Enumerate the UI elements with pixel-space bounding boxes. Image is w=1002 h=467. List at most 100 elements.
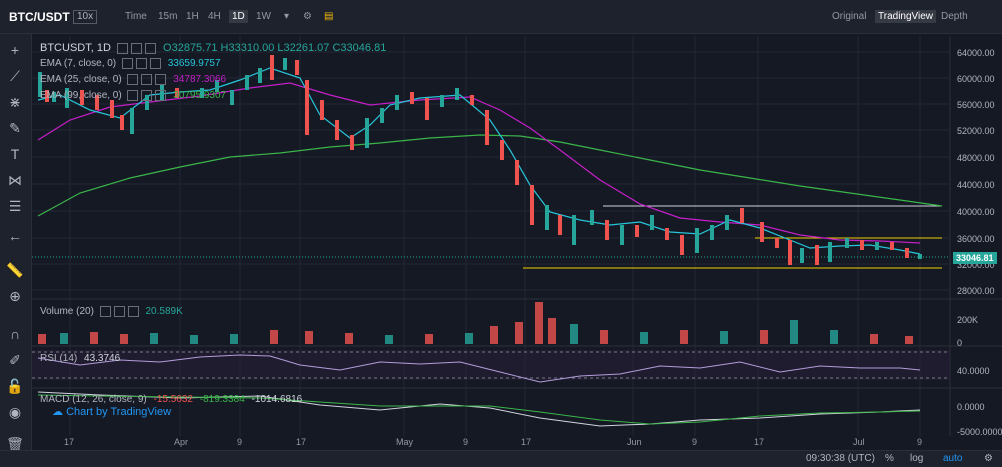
interval-1h[interactable]: 1H xyxy=(186,11,199,22)
zoom-icon[interactable]: ⊕ xyxy=(9,288,21,304)
eye-icon[interactable] xyxy=(116,42,128,54)
rsi-tick: 40.0000 xyxy=(957,366,990,376)
date-tick: 17 xyxy=(64,437,75,447)
price-tick: 32000.00 xyxy=(957,260,995,270)
settings-icon[interactable] xyxy=(113,306,125,317)
macd-label: MACD (12, 26, close, 9) xyxy=(40,394,147,405)
current-price-tag: 33046.81 xyxy=(953,252,997,264)
ohlc-close: C33046.81 xyxy=(332,42,387,54)
interval-time[interactable]: Time xyxy=(125,11,147,22)
date-tick: Jun xyxy=(627,437,642,447)
gear-icon[interactable]: ⚙ xyxy=(984,453,993,464)
ema25-value: 34787.3066 xyxy=(173,74,227,86)
macd-tick: 0.0000 xyxy=(957,402,985,412)
ohlc-legend: BTCUSDT, 1D O32875.71 H33310.00 L32261.0… xyxy=(40,42,386,54)
close-icon[interactable] xyxy=(144,42,156,54)
macd-value-3: -1014.6816 xyxy=(251,394,303,405)
ema99-legend: EMA (99, close, 0) 30795.9307 xyxy=(40,90,226,101)
text-icon[interactable]: T xyxy=(10,146,20,162)
drawing-toolbar: + ⟋ ⋇ ✎ T ⋈ ☰ ← 📏 ⊕ ∩ ✐ 🔓 ◉ 🗑 xyxy=(0,34,32,466)
price-tick: 56000.00 xyxy=(957,100,995,110)
magnet-icon[interactable]: ∩ xyxy=(9,326,21,342)
chart-title: BTCUSDT, 1D xyxy=(40,42,111,54)
settings-icon[interactable] xyxy=(130,42,142,54)
price-tick: 36000.00 xyxy=(957,234,995,244)
macd-legend: MACD (12, 26, close, 9) -15.5632 -819.33… xyxy=(40,394,302,405)
rsi-line xyxy=(37,354,921,383)
close-icon[interactable] xyxy=(149,58,161,69)
close-icon[interactable] xyxy=(155,90,167,101)
rsi-label: RSI (14) xyxy=(40,353,78,364)
interval-15m[interactable]: 15m xyxy=(158,11,178,22)
eye-icon[interactable] xyxy=(121,58,133,69)
ohlc-high: H33310.00 xyxy=(220,42,275,54)
pitchfork-icon[interactable]: ⋇ xyxy=(9,94,21,110)
lock-icon[interactable]: 🔓 xyxy=(6,378,24,394)
settings-icon[interactable] xyxy=(141,74,153,85)
eye-icon[interactable] xyxy=(99,306,111,317)
date-tick: Apr xyxy=(174,437,189,447)
volume-label: Volume (20) xyxy=(40,306,94,318)
rsi-value: 43.3746 xyxy=(84,353,121,364)
price-tick: 52000.00 xyxy=(957,126,995,136)
fib-icon[interactable]: ☰ xyxy=(8,198,22,214)
volume-value: 20.589K xyxy=(145,306,183,318)
ema99-label: EMA (99, close, 0) xyxy=(40,90,122,102)
indicators-icon[interactable]: ▤ xyxy=(324,11,334,22)
ema25-label: EMA (25, close, 0) xyxy=(40,74,122,86)
close-icon[interactable] xyxy=(155,74,167,85)
ema7-label: EMA (7, close, 0) xyxy=(40,58,117,70)
close-icon[interactable] xyxy=(127,306,139,317)
price-tick: 64000.00 xyxy=(957,48,995,58)
tradingview-branding[interactable]: ☁ Chart by TradingView xyxy=(52,405,171,418)
view-tradingview[interactable]: TradingView xyxy=(875,10,937,23)
ema7-line xyxy=(37,67,921,255)
ema25-line xyxy=(37,82,921,244)
price-tick: 44000.00 xyxy=(957,180,995,190)
ema7-legend: EMA (7, close, 0) 33659.9757 xyxy=(40,58,221,69)
crosshair-icon[interactable]: + xyxy=(10,42,20,58)
auto-toggle[interactable]: auto xyxy=(943,453,963,464)
settings-icon[interactable] xyxy=(135,58,147,69)
percent-toggle[interactable]: % xyxy=(885,453,894,464)
log-toggle[interactable]: log xyxy=(910,453,924,464)
date-tick: 17 xyxy=(754,437,765,447)
ruler-icon[interactable]: 📏 xyxy=(6,262,24,278)
interval-1d[interactable]: 1D xyxy=(229,10,248,23)
ema99-line xyxy=(37,134,943,217)
date-tick: 9 xyxy=(692,437,698,447)
eye-icon[interactable] xyxy=(127,74,139,85)
cloud-icon: ☁ xyxy=(52,406,63,418)
back-arrow-icon[interactable]: ← xyxy=(8,228,22,244)
settings-icon[interactable] xyxy=(141,90,153,101)
branding-text: Chart by TradingView xyxy=(66,406,172,418)
view-original[interactable]: Original xyxy=(832,11,867,22)
candles xyxy=(38,55,922,265)
brush-icon[interactable]: ✎ xyxy=(9,120,21,136)
settings-icon[interactable]: ⚙ xyxy=(303,11,312,22)
price-tick: 60000.00 xyxy=(957,74,995,84)
interval-4h[interactable]: 4H xyxy=(208,11,221,22)
view-depth[interactable]: Depth xyxy=(941,11,968,22)
interval-1w[interactable]: 1W xyxy=(256,11,271,22)
date-tick: 17 xyxy=(296,437,307,447)
eye-icon[interactable] xyxy=(127,90,139,101)
chevron-down-icon[interactable]: ▾ xyxy=(284,11,290,22)
bottom-bar: 09:30:38 (UTC) % log auto ⚙ xyxy=(0,450,1002,467)
utc-clock: 09:30:38 (UTC) xyxy=(806,453,875,464)
volume-tick: 0 xyxy=(957,338,963,348)
price-tick: 48000.00 xyxy=(957,153,995,163)
price-tick: 28000.00 xyxy=(957,286,995,296)
symbol-title[interactable]: BTC/USDT xyxy=(9,10,70,24)
ema25-legend: EMA (25, close, 0) 34787.3066 xyxy=(40,74,226,85)
draw-mode-icon[interactable]: ✐ xyxy=(9,352,21,368)
volume-bars xyxy=(38,302,913,344)
macd-signal xyxy=(37,394,921,425)
macd-value-2: -819.3384 xyxy=(199,394,245,405)
pattern-icon[interactable]: ⋈ xyxy=(8,172,22,188)
trash-icon[interactable]: 🗑 xyxy=(6,436,24,452)
ohlc-open: O32875.71 xyxy=(163,42,218,54)
eye-icon[interactable]: ◉ xyxy=(8,404,22,420)
trendline-icon[interactable]: ⟋ xyxy=(10,68,20,84)
